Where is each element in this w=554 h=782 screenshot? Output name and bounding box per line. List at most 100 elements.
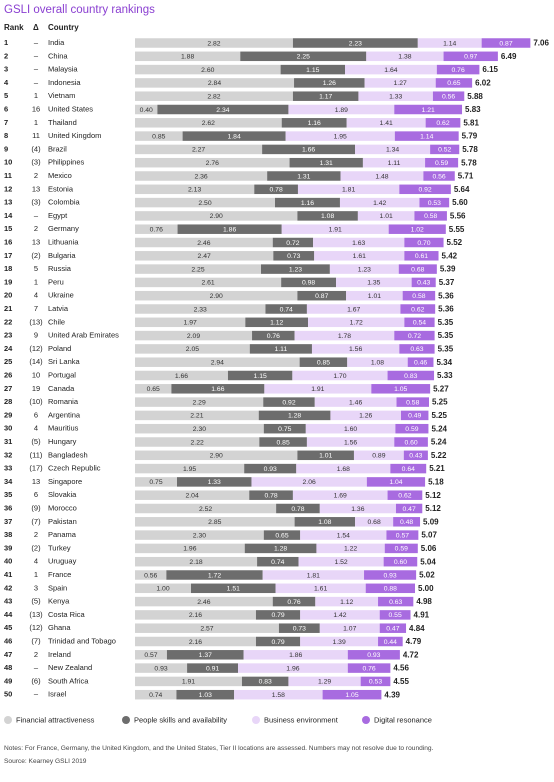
value-label: 0.54 xyxy=(413,320,426,327)
bar-segment xyxy=(135,264,261,274)
value-label: 1.41 xyxy=(380,120,393,127)
value-label: 1.67 xyxy=(347,306,360,313)
value-label: 0.61 xyxy=(415,253,428,260)
value-label: 0.47 xyxy=(386,625,399,632)
value-label: 2.84 xyxy=(208,80,221,87)
bar-segment xyxy=(306,437,395,447)
bar-segment xyxy=(135,676,242,687)
bar-segment xyxy=(423,171,455,181)
value-label: 0.44 xyxy=(384,639,397,646)
bar-segment xyxy=(401,410,429,421)
bar-segment xyxy=(135,384,172,394)
value-label: 1.69 xyxy=(334,492,347,499)
value-label: 1.33 xyxy=(208,479,221,486)
rank-change: (6) xyxy=(31,676,41,685)
bar-segment xyxy=(404,237,444,248)
bar-segment xyxy=(187,663,239,673)
value-label: 2.30 xyxy=(193,426,206,433)
bar-segment xyxy=(135,517,295,527)
bar-segment xyxy=(263,397,315,407)
bar-segment xyxy=(261,264,330,274)
bar-segment xyxy=(294,330,395,341)
value-label: 1.05 xyxy=(394,386,407,393)
bar-segment xyxy=(315,596,379,607)
value-label: 1.08 xyxy=(371,359,384,366)
rank: 1 xyxy=(4,38,8,47)
bar-segment xyxy=(177,477,252,487)
value-label: 2.94 xyxy=(211,359,224,366)
bar-segment xyxy=(265,304,307,314)
bar-segment xyxy=(166,570,263,580)
rank: 13 xyxy=(4,198,12,207)
country-label: Singapore xyxy=(48,477,82,486)
bar-segment xyxy=(395,423,429,434)
bar-segment xyxy=(135,131,183,141)
bar-segment xyxy=(294,517,356,527)
bar-segment xyxy=(298,556,384,567)
value-label: 0.87 xyxy=(315,293,328,300)
country-label: Peru xyxy=(48,277,64,286)
value-label: 2.05 xyxy=(186,346,199,353)
value-label: 2.46 xyxy=(197,599,210,606)
total-label: 6.15 xyxy=(482,65,498,74)
country-label: Russia xyxy=(48,264,72,273)
bar-segment xyxy=(177,224,282,234)
bar-segment xyxy=(395,503,423,514)
bar-segment xyxy=(339,197,420,208)
total-label: 5.25 xyxy=(431,411,447,420)
value-label: 1.60 xyxy=(344,426,357,433)
bar-segment xyxy=(281,118,347,128)
rank: 28 xyxy=(4,397,12,406)
value-label: 1.97 xyxy=(184,320,197,327)
rank: 42 xyxy=(4,583,12,592)
rank-change: 2 xyxy=(34,224,38,233)
value-label: 1.28 xyxy=(288,413,301,420)
bar-segment xyxy=(249,344,312,354)
rank: 15 xyxy=(4,224,12,233)
value-label: 0.46 xyxy=(414,359,427,366)
legend-label: People skills and availability xyxy=(134,715,227,724)
country-label: Philippines xyxy=(48,158,85,167)
bar-segment xyxy=(135,370,228,381)
bar-segment xyxy=(252,330,295,341)
rank: 44 xyxy=(4,610,13,619)
rank-change: 19 xyxy=(32,384,40,393)
value-label: 0.56 xyxy=(432,173,445,180)
total-label: 4.79 xyxy=(406,637,422,646)
rank-change: (4) xyxy=(31,144,41,153)
value-label: 2.06 xyxy=(303,479,316,486)
rank-change: (7) xyxy=(31,636,41,645)
rank-change: (13) xyxy=(29,610,43,619)
value-label: 0.74 xyxy=(149,692,162,699)
rank: 16 xyxy=(4,237,12,246)
value-label: 2.82 xyxy=(207,93,220,100)
value-label: 1.08 xyxy=(321,213,334,220)
bar-segment xyxy=(259,437,307,447)
value-label: 0.93 xyxy=(367,652,380,659)
bar-segment xyxy=(135,144,263,155)
rank: 3 xyxy=(4,65,8,74)
bar-segment xyxy=(135,330,253,341)
value-label: 0.48 xyxy=(400,519,413,526)
value-label: 1.52 xyxy=(334,559,347,566)
bar-segment xyxy=(135,650,167,660)
total-label: 5.25 xyxy=(432,398,448,407)
value-label: 1.07 xyxy=(343,625,356,632)
value-label: 0.49 xyxy=(408,413,421,420)
rank-change: (11) xyxy=(30,450,43,459)
value-label: 1.51 xyxy=(227,586,240,593)
country-label: Costa Rica xyxy=(48,610,86,619)
country-label: Egypt xyxy=(48,211,68,220)
rank-change: (7) xyxy=(31,517,41,526)
total-label: 5.60 xyxy=(452,198,468,207)
value-label: 2.61 xyxy=(201,280,214,287)
bar-segment xyxy=(387,370,435,381)
rank: 45 xyxy=(4,623,12,632)
bar-segment xyxy=(135,277,282,288)
bar-segment xyxy=(390,463,427,474)
country-label: Panama xyxy=(48,530,77,539)
rank: 26 xyxy=(4,370,12,379)
bar-segment xyxy=(419,197,450,208)
bar-segment xyxy=(313,237,405,248)
value-label: 1.88 xyxy=(181,54,194,61)
